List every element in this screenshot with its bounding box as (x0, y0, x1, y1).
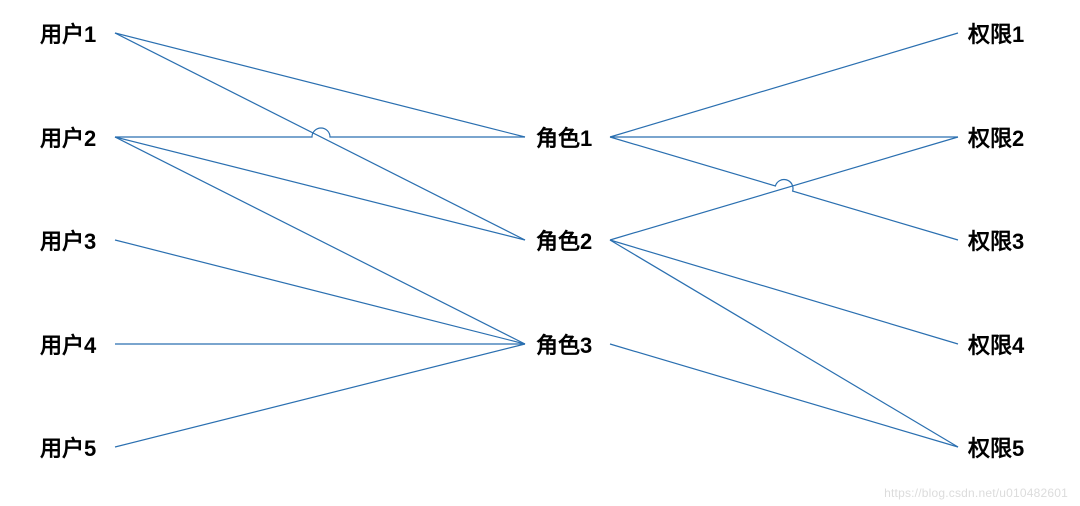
user-node-label: 用户4 (40, 328, 96, 360)
role-node-label: 角色1 (536, 121, 592, 153)
user-node-label: 用户5 (40, 431, 96, 463)
edge (115, 128, 525, 137)
edge (610, 240, 958, 344)
edge (610, 137, 958, 240)
permission-node-label: 权限3 (968, 224, 1024, 256)
user-node-label: 用户3 (40, 224, 96, 256)
edge (115, 33, 525, 137)
edge (610, 33, 958, 137)
user-node-label: 用户1 (40, 17, 96, 49)
permission-node-label: 权限4 (968, 328, 1024, 360)
edge (115, 137, 525, 240)
edge (115, 344, 525, 447)
permission-node-label: 权限2 (968, 121, 1024, 153)
diagram-canvas: 用户1用户2用户3用户4用户5角色1角色2角色3权限1权限2权限3权限4权限5 … (0, 0, 1080, 506)
edge (115, 33, 525, 240)
edge (115, 240, 525, 344)
role-node-label: 角色3 (536, 328, 592, 360)
edge (610, 240, 958, 447)
user-node-label: 用户2 (40, 121, 96, 153)
permission-node-label: 权限5 (968, 431, 1024, 463)
watermark: https://blog.csdn.net/u010482601 (884, 486, 1068, 500)
edge (610, 137, 958, 240)
permission-node-label: 权限1 (968, 17, 1024, 49)
role-node-label: 角色2 (536, 224, 592, 256)
edge (115, 137, 525, 344)
edge (610, 344, 958, 447)
